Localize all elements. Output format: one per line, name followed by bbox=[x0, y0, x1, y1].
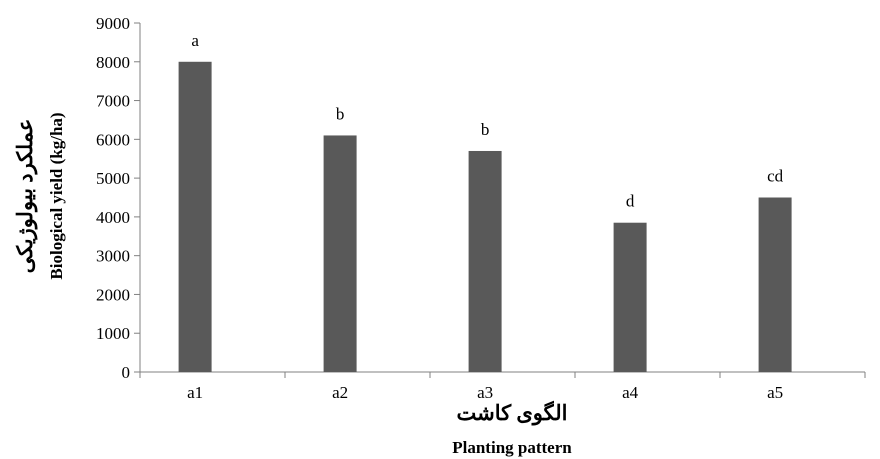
bar-a3 bbox=[468, 150, 502, 372]
bar-a1 bbox=[178, 61, 212, 373]
bar-a5 bbox=[758, 197, 792, 372]
x-axis-title-fa: الگوی کاشت bbox=[457, 400, 568, 426]
y-tick-label: 6000 bbox=[96, 130, 130, 149]
y-tick-label: 9000 bbox=[96, 14, 130, 33]
y-tick-label: 2000 bbox=[96, 285, 130, 304]
chart-labels: 0 1000 2000 3000 4000 5000 6000 7000 8000 9000 a1 a… bbox=[96, 14, 784, 402]
x-tick-label-a1: a1 bbox=[187, 383, 203, 402]
y-tick-label: 5000 bbox=[96, 169, 130, 188]
chart-axes bbox=[134, 22, 866, 378]
y-axis-title-fa: عملکرد بیولوژیکی bbox=[13, 119, 38, 274]
data-label-a3: b bbox=[481, 120, 490, 139]
y-tick-label: 4000 bbox=[96, 208, 130, 227]
y-tick-label: 8000 bbox=[96, 53, 130, 72]
data-label-a2: b bbox=[336, 104, 345, 123]
bar-a4 bbox=[613, 222, 647, 372]
data-label-a1: a bbox=[191, 31, 199, 50]
data-label-a5: cd bbox=[767, 167, 784, 186]
bar-a2 bbox=[323, 135, 357, 372]
x-tick-label-a3: a3 bbox=[477, 383, 493, 402]
x-tick-label-a4: a4 bbox=[622, 383, 639, 402]
x-tick-label-a5: a5 bbox=[767, 383, 783, 402]
chart-bars bbox=[178, 61, 792, 373]
y-tick-label: 3000 bbox=[96, 247, 130, 266]
data-label-a4: d bbox=[626, 192, 635, 211]
y-tick-label: 0 bbox=[122, 363, 131, 382]
x-axis-title: Planting pattern bbox=[452, 438, 572, 457]
y-tick-label: 1000 bbox=[96, 324, 130, 343]
y-tick-label: 7000 bbox=[96, 92, 130, 111]
x-tick-label-a2: a2 bbox=[332, 383, 348, 402]
y-axis-title: Biological yield (kg/ha) bbox=[47, 112, 66, 279]
